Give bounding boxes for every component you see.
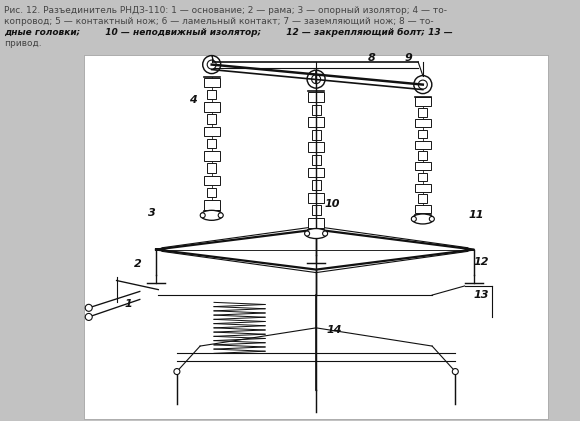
Bar [418,130,427,138]
Text: 11: 11 [469,210,484,220]
Circle shape [85,304,92,311]
Bar [311,205,321,215]
Circle shape [411,216,416,221]
Circle shape [304,231,310,236]
Text: 1: 1 [124,299,132,309]
Bar [207,188,216,197]
Bar [415,162,431,171]
Circle shape [85,313,92,320]
Text: копровод; 5 — контактный нож; 6 — ламельный контакт; 7 — заземляющий нож; 8 — то: копровод; 5 — контактный нож; 6 — ламель… [4,17,434,26]
Bar [207,163,216,173]
Bar [415,119,431,128]
Bar [308,168,324,177]
Bar [204,176,220,185]
Text: 10: 10 [325,199,340,209]
Text: 13: 13 [473,290,488,300]
Circle shape [452,368,458,375]
Text: 8: 8 [368,53,376,63]
Text: привод.: привод. [4,39,42,48]
Bar [418,108,427,117]
Bar [311,155,321,165]
Bar [308,218,324,228]
Bar [207,115,216,124]
Bar [418,173,427,181]
Bar [308,142,324,152]
Circle shape [218,213,223,218]
Bar [415,98,431,106]
Text: 2: 2 [133,259,142,269]
Ellipse shape [201,210,223,220]
Text: дные головки;        10 — неподвижный изолятор;        12 — закрепляющий болт; 1: дные головки; 10 — неподвижный изолятор;… [4,28,453,37]
Text: Рис. 12. Разъединитель РНДЗ-110: 1 — основание; 2 — рама; 3 — опорный изолятор; : Рис. 12. Разъединитель РНДЗ-110: 1 — осн… [4,6,447,15]
Circle shape [429,216,434,221]
Circle shape [200,213,205,218]
Bar [207,90,216,99]
Bar [418,195,427,203]
Ellipse shape [412,214,434,224]
Bar [204,127,220,136]
Bar [311,105,321,115]
Bar [415,184,431,192]
Ellipse shape [305,229,327,239]
Text: 4: 4 [189,95,197,105]
Text: 12: 12 [473,257,488,267]
Bar [204,77,220,87]
Text: 3: 3 [147,208,155,218]
Bar [84,55,548,419]
Bar [308,117,324,127]
Circle shape [322,231,328,236]
Text: 9: 9 [405,53,413,63]
Bar [308,193,324,203]
Bar [308,92,324,102]
Bar [204,102,220,112]
Bar [204,151,220,160]
Bar [311,130,321,140]
Bar [204,200,220,210]
Bar [418,151,427,160]
Bar [415,205,431,213]
Bar [311,180,321,190]
Text: 14: 14 [327,325,342,335]
Circle shape [174,368,180,375]
Bar [415,141,431,149]
Bar [207,139,216,148]
